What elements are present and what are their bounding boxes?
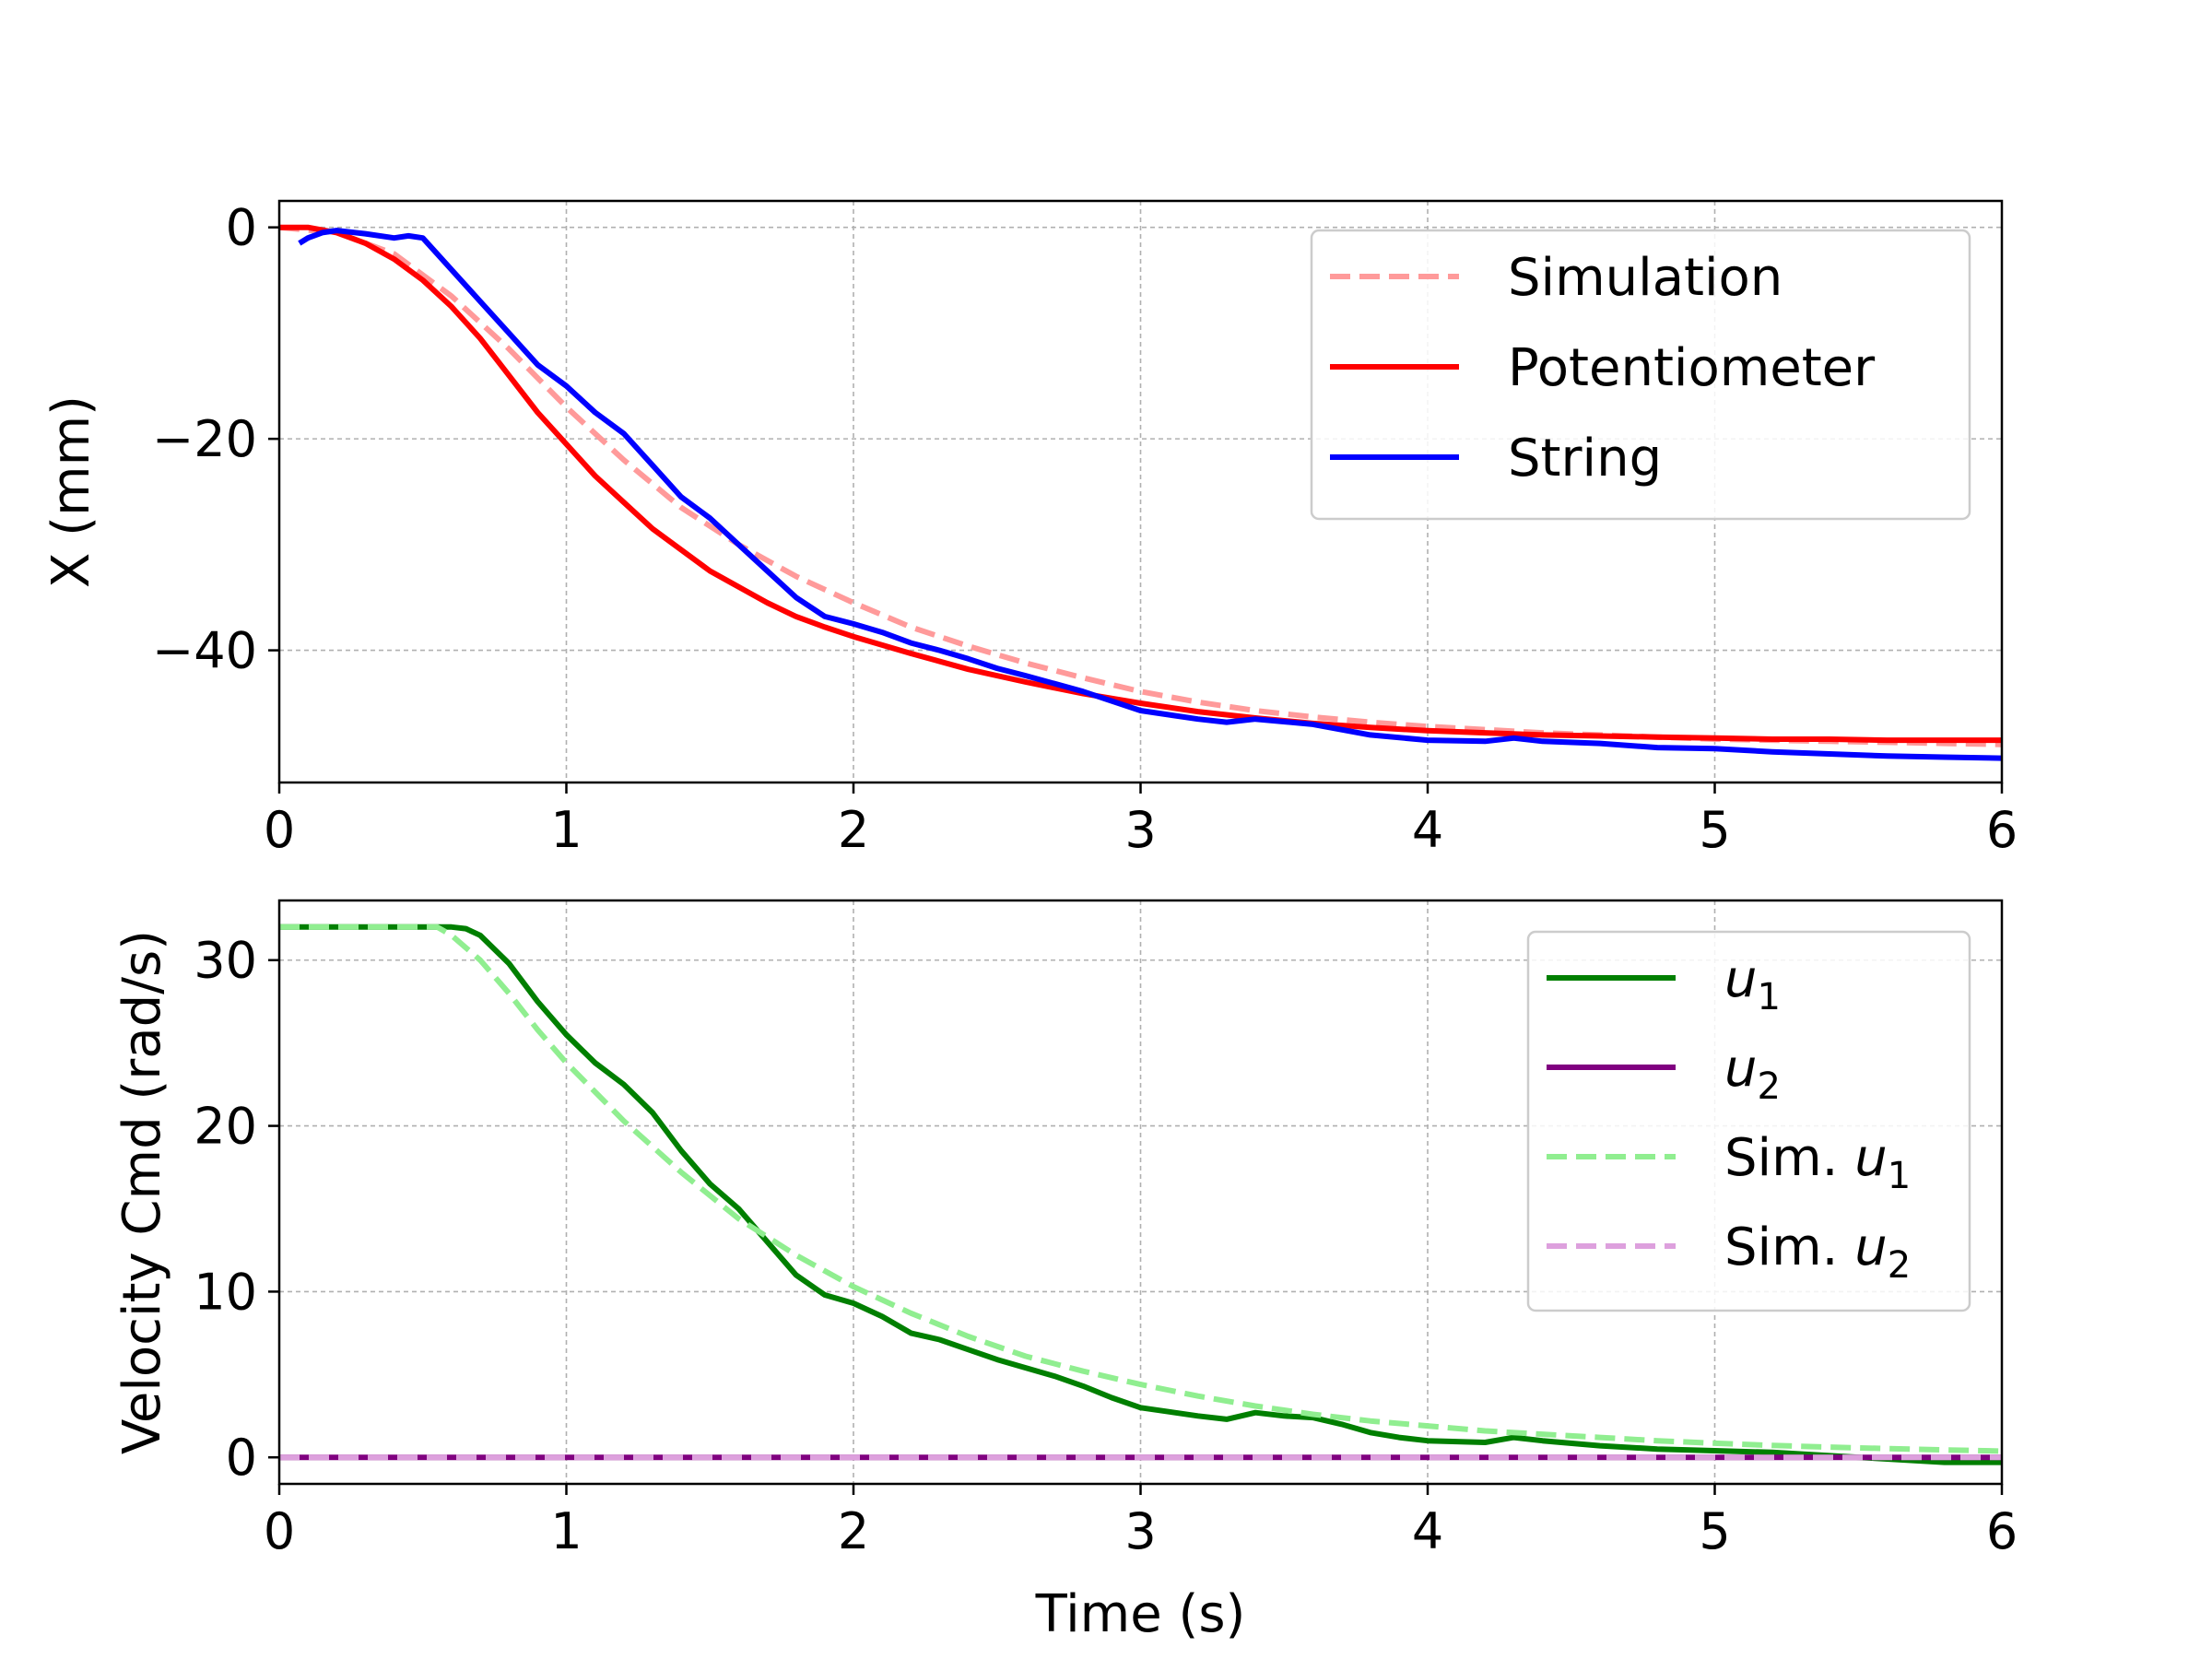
y-tick-label: 0 xyxy=(226,1429,257,1487)
legend-entry-label: Potentiometer xyxy=(1508,338,1876,398)
legend-entry-label: Sim. u1 xyxy=(1724,1128,1911,1197)
x-tick-label: 5 xyxy=(1699,801,1730,859)
legend-entry-label: Sim. u2 xyxy=(1724,1218,1911,1287)
x-tick-label: 6 xyxy=(1986,801,2018,859)
x-tick-label: 6 xyxy=(1986,1502,2018,1560)
velocity-plot: 0 1 2 3 4 5 6 0 10 20 30 Velocity Cmd (rad/s) Time… xyxy=(112,899,2018,1644)
y-tick-label: 0 xyxy=(226,199,257,257)
series-line-string xyxy=(298,228,2002,761)
x-tick-label: 4 xyxy=(1412,801,1443,859)
x-tick-label: 3 xyxy=(1124,1502,1156,1560)
velocity-legend: u1 u2 Sim. u1 Sim. u2 xyxy=(1526,930,1971,1312)
x-tick-label: 4 xyxy=(1412,1502,1443,1560)
x-tick-label: 0 xyxy=(264,1502,295,1560)
legend-entry-label: Simulation xyxy=(1508,248,1783,308)
y-tick-label: 30 xyxy=(194,932,257,990)
series-line-potentiometer xyxy=(279,224,2002,744)
time-x-axis-label: Time (s) xyxy=(1035,1584,1246,1644)
y-tick-label: 10 xyxy=(194,1263,257,1321)
x-tick-label: 2 xyxy=(838,801,869,859)
y-tick-label: 20 xyxy=(194,1098,257,1156)
x-tick-label: 1 xyxy=(550,1502,582,1560)
y-tick-label: −40 xyxy=(152,622,257,680)
x-tick-label: 3 xyxy=(1124,801,1156,859)
x-tick-label: 2 xyxy=(838,1502,869,1560)
velocity-ticks: 0 1 2 3 4 5 6 0 10 20 30 xyxy=(194,932,2018,1560)
position-series xyxy=(279,224,2002,761)
series-line-sim-u1 xyxy=(279,924,2002,1454)
legend-entry-label: u1 xyxy=(1724,949,1781,1018)
legend-entry-label: String xyxy=(1508,429,1662,488)
legend-box xyxy=(1526,930,1971,1312)
legend-box xyxy=(1310,229,1971,521)
x-tick-label: 0 xyxy=(264,801,295,859)
legend-entry-label: u2 xyxy=(1724,1039,1781,1108)
position-plot: 0 1 2 3 4 5 6 0 −20 −40 X (mm) Simulation Potentio… xyxy=(41,199,2018,859)
y-tick-label: −20 xyxy=(152,410,257,468)
x-tick-label: 5 xyxy=(1699,1502,1730,1560)
velocity-series xyxy=(279,924,2002,1465)
position-legend: Simulation Potentiometer String xyxy=(1310,229,1971,521)
velocity-y-axis-label: Velocity Cmd (rad/s) xyxy=(112,930,172,1454)
series-line-u1 xyxy=(279,924,2002,1465)
position-ticks: 0 1 2 3 4 5 6 0 −20 −40 xyxy=(152,199,2018,859)
x-tick-label: 1 xyxy=(550,801,582,859)
position-y-axis-label: X (mm) xyxy=(41,395,101,588)
